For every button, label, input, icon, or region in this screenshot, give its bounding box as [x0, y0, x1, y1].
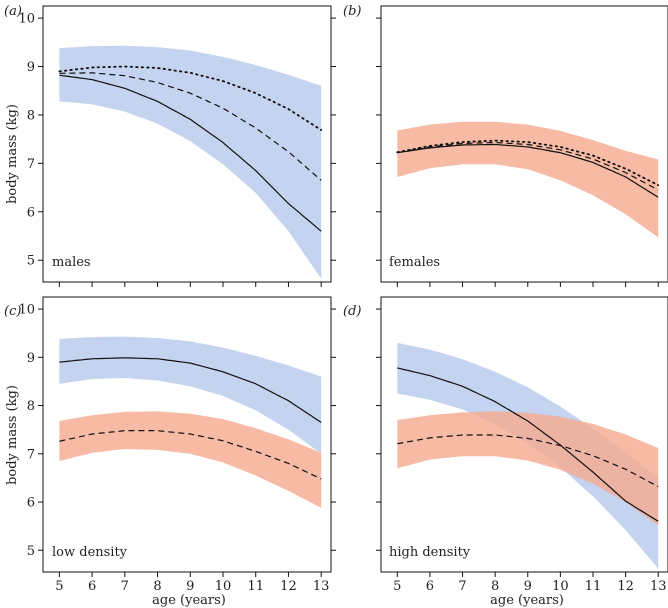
panel-b-series-dotted [396, 139, 660, 187]
panel-c-ytick-label: 5 [27, 544, 35, 559]
panel-d-xtick-label: 12 [617, 579, 634, 594]
panel-c-xtick-label: 5 [55, 579, 63, 594]
panel-b-band-0 [397, 121, 659, 238]
panel-a-series-solid [59, 74, 322, 232]
panel-c-xlabel: age (years) [152, 593, 226, 608]
panel-c-xtick-label: 12 [280, 579, 297, 594]
panel-a-label: males [52, 255, 91, 270]
panel-d-band-1 [397, 411, 659, 526]
panel-c-xtick-label: 9 [186, 579, 194, 594]
panel-c-ytick-label: 6 [27, 496, 35, 511]
panel-b-label: females [389, 255, 440, 270]
panel-a-ytick-label: 8 [27, 108, 35, 123]
panel-d-series-females [397, 434, 659, 488]
panel-d-band-0 [397, 342, 659, 569]
panel-a-ylabel: body mass (kg) [5, 104, 20, 204]
panel-d-xlabel: age (years) [490, 593, 564, 608]
panel-c-xtick-label: 11 [247, 579, 264, 594]
panel-c-xtick-label: 8 [153, 579, 161, 594]
panel-a-series-dashed [59, 72, 322, 181]
panel-c-xtick-label: 13 [313, 579, 330, 594]
panel-a-series-dotted [58, 65, 323, 131]
panel-d-xtick-label: 5 [393, 579, 401, 594]
panel-d-xtick-label: 8 [491, 579, 499, 594]
panel-a-tag: (a) [4, 4, 22, 19]
panel-d-xtick-label: 11 [585, 579, 602, 594]
panel-c-band-0 [59, 336, 322, 454]
panel-a-ytick-label: 10 [18, 12, 35, 27]
panel-c-ytick-label: 7 [27, 447, 35, 462]
panel-a-ytick-label: 9 [27, 60, 35, 75]
panel-a: (a) body mass (kg) males 5 6 7 8 9 10 [4, 4, 336, 287]
panel-a-ytick-label: 5 [27, 254, 35, 269]
panel-c-xtick-label: 7 [121, 579, 129, 594]
panel-d-xtick-label: 13 [650, 579, 667, 594]
panel-c-ylabel: body mass (kg) [5, 385, 20, 485]
panel-d-xtick-label: 10 [552, 579, 569, 594]
panel-b-series-dashed [397, 141, 659, 191]
panel-c-xtick-label: 6 [88, 579, 96, 594]
panel-d-series-males [397, 367, 659, 522]
panel-c-ytick-label: 8 [27, 399, 35, 414]
panel-d-frame [380, 296, 668, 573]
panel-c-ytick-label: 9 [27, 351, 35, 366]
panel-b-tag: (b) [343, 4, 361, 19]
panel-d-xtick-label: 9 [524, 579, 532, 594]
panel-d-label: high density [389, 545, 471, 560]
panel-c-xtick-label: 10 [215, 579, 232, 594]
panel-d-tag: (d) [343, 304, 361, 319]
panel-a-frame [42, 5, 332, 283]
panel-c: (c) body mass (kg) low density age (year… [4, 296, 336, 608]
panel-d-xtick-label: 7 [458, 579, 466, 594]
panel-b-frame [380, 5, 668, 283]
panel-c-band-1 [59, 411, 322, 508]
panel-d-xtick-label: 6 [426, 579, 434, 594]
panel-a-ytick-label: 7 [27, 157, 35, 172]
panel-a-band-0 [59, 45, 322, 279]
panel-a-ytick-label: 6 [27, 205, 35, 220]
panel-c-label: low density [52, 545, 128, 560]
panel-d: (d) high density age (years) 5 6 7 8 9 10 11 12… [343, 296, 668, 608]
panel-c-frame [42, 296, 332, 573]
panel-c-tag: (c) [4, 304, 21, 319]
panel-b-series-solid [397, 143, 659, 198]
panel-c-series-females [59, 430, 322, 480]
panel-c-series-males [59, 357, 322, 423]
panel-c-ytick-label: 10 [18, 303, 35, 318]
panel-b: (b) females [343, 4, 668, 287]
